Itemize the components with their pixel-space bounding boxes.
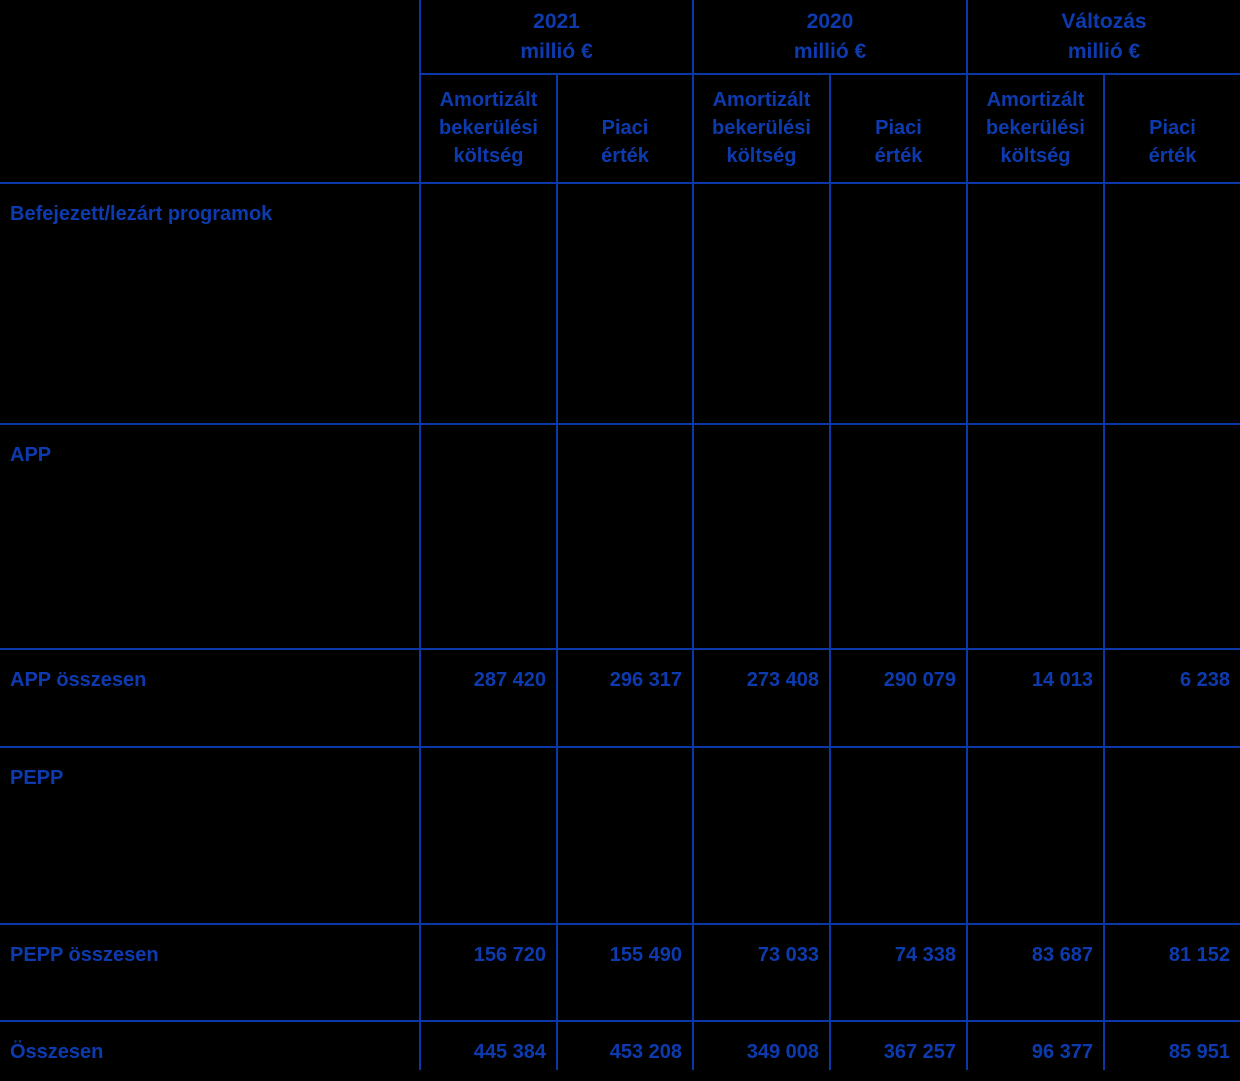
value-cell: 155 490 bbox=[556, 925, 692, 1022]
value-cell: 296 317 bbox=[556, 650, 692, 748]
value-cell bbox=[1103, 748, 1240, 925]
value-cell: 367 257 bbox=[829, 1022, 966, 1070]
unit-label: millió € bbox=[520, 39, 593, 63]
value-cell: 74 338 bbox=[829, 925, 966, 1022]
value-cell bbox=[966, 184, 1103, 425]
row-label-osszesen: Összesen bbox=[10, 1041, 104, 1063]
value-cell bbox=[556, 748, 692, 925]
value-cell: 14 013 bbox=[966, 650, 1103, 748]
column-header-market-value-2021: Piaci érték bbox=[556, 75, 692, 184]
value-cell bbox=[829, 425, 966, 650]
value-cell: 290 079 bbox=[829, 650, 966, 748]
value-cell: 287 420 bbox=[419, 650, 556, 748]
year-label: 2020 bbox=[806, 9, 854, 33]
value-cell bbox=[1103, 184, 1240, 425]
value-cell: 73 033 bbox=[692, 925, 829, 1022]
value-cell bbox=[966, 748, 1103, 925]
value-cell: 85 951 bbox=[1103, 1022, 1240, 1070]
year-label: 2021 bbox=[533, 9, 580, 33]
column-header-amortized-cost-2021: Amortizált bekerülési költség bbox=[419, 75, 556, 184]
column-header-market-value-change: Piaci érték bbox=[1103, 75, 1240, 184]
year-group-2021: 2021 millió € bbox=[419, 0, 692, 75]
corner-cell bbox=[0, 0, 419, 75]
value-cell bbox=[419, 748, 556, 925]
value-cell bbox=[556, 184, 692, 425]
unit-label: millió € bbox=[793, 39, 867, 63]
value-cell: 445 384 bbox=[419, 1022, 556, 1070]
row-label-befejezett-programok: Befejezett/lezárt programok bbox=[0, 184, 419, 425]
value-cell: 349 008 bbox=[692, 1022, 829, 1070]
value-cell bbox=[966, 425, 1103, 650]
bottom-filler bbox=[0, 1070, 1240, 1081]
column-header-market-value-2020: Piaci érték bbox=[829, 75, 966, 184]
year-label: Változás bbox=[1061, 9, 1147, 33]
year-group-2020: 2020 millió € bbox=[692, 0, 966, 75]
value-cell bbox=[692, 184, 829, 425]
column-header-amortized-cost-change: Amortizált bekerülési költség bbox=[966, 75, 1103, 184]
value-cell bbox=[419, 184, 556, 425]
value-cell bbox=[692, 425, 829, 650]
year-group-valtozas: Változás millió € bbox=[966, 0, 1240, 75]
column-header-amortized-cost-2020: Amortizált bekerülési költség bbox=[692, 75, 829, 184]
value-cell: 273 408 bbox=[692, 650, 829, 748]
value-cell: 81 152 bbox=[1103, 925, 1240, 1022]
value-cell: 6 238 bbox=[1103, 650, 1240, 748]
value-cell bbox=[829, 184, 966, 425]
value-cell bbox=[556, 425, 692, 650]
header-spacer-cell bbox=[0, 75, 419, 184]
value-cell: 83 687 bbox=[966, 925, 1103, 1022]
value-cell bbox=[419, 425, 556, 650]
value-cell bbox=[1103, 425, 1240, 650]
row-label-pepp: PEPP bbox=[0, 748, 419, 925]
unit-label: millió € bbox=[1067, 39, 1141, 63]
row-label-app-osszesen: APP összesen bbox=[0, 650, 419, 748]
value-cell bbox=[692, 748, 829, 925]
value-cell: 453 208 bbox=[556, 1022, 692, 1070]
row-label-pepp-osszesen: PEPP összesen bbox=[0, 925, 419, 1022]
value-cell bbox=[829, 748, 966, 925]
value-cell: 96 377 bbox=[966, 1022, 1103, 1070]
value-cell: 156 720 bbox=[419, 925, 556, 1022]
row-label-app: APP bbox=[0, 425, 419, 650]
